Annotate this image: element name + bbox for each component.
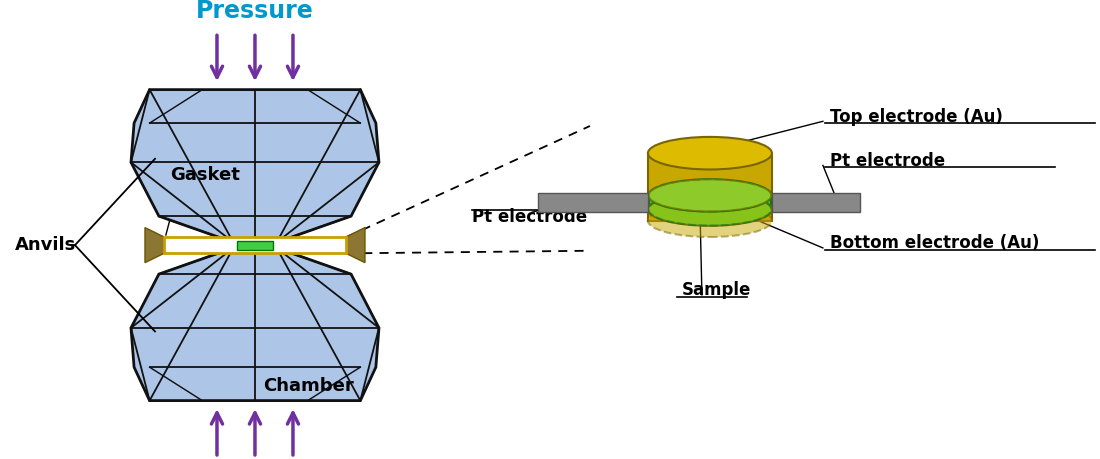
- Text: Bottom electrode (Au): Bottom electrode (Au): [829, 234, 1040, 252]
- Text: Gasket: Gasket: [170, 166, 240, 184]
- Bar: [538, 193, 648, 212]
- Text: Sample: Sample: [682, 281, 751, 299]
- Ellipse shape: [648, 193, 772, 226]
- Text: Top electrode (Au): Top electrode (Au): [829, 107, 1003, 126]
- Polygon shape: [346, 228, 365, 263]
- Text: Anvils: Anvils: [15, 236, 76, 254]
- Bar: [164, 237, 346, 253]
- Ellipse shape: [648, 204, 772, 237]
- Ellipse shape: [648, 179, 772, 212]
- Polygon shape: [131, 248, 380, 401]
- Text: Chamber: Chamber: [263, 377, 354, 395]
- Ellipse shape: [649, 179, 771, 212]
- Text: Pt electrode: Pt electrode: [829, 151, 945, 170]
- Bar: [236, 241, 273, 250]
- Bar: [648, 209, 772, 221]
- Ellipse shape: [648, 137, 772, 169]
- Polygon shape: [145, 228, 164, 263]
- Bar: [772, 193, 860, 212]
- Bar: [648, 153, 772, 196]
- Ellipse shape: [649, 193, 771, 225]
- Text: Pt electrode: Pt electrode: [472, 207, 587, 225]
- Polygon shape: [131, 90, 380, 242]
- Bar: [649, 196, 771, 209]
- Text: Pressure: Pressure: [196, 0, 314, 23]
